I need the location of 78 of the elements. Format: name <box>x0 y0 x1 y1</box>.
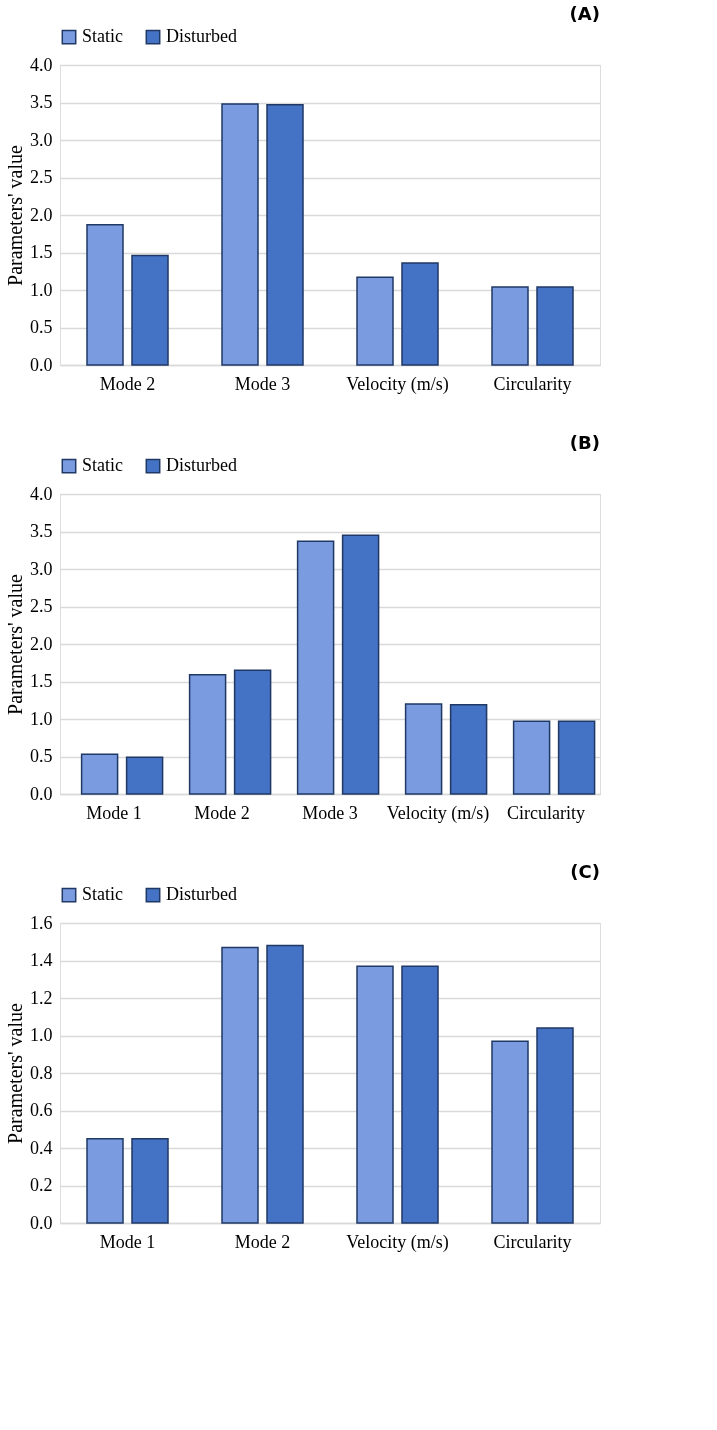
chart-title: (C) <box>570 861 600 882</box>
x-tick-label: Circularity <box>507 802 585 823</box>
y-tick-label: 4.0 <box>30 54 53 75</box>
y-tick-label: 3.5 <box>30 92 53 112</box>
bar <box>557 720 596 795</box>
bar <box>221 946 259 1224</box>
y-tick-label: 0.5 <box>30 317 53 337</box>
y-tick-label: 3.0 <box>30 129 53 150</box>
y-tick-label: 1.5 <box>30 671 53 691</box>
bar <box>266 944 304 1224</box>
x-tick-label: Mode 1 <box>86 802 142 823</box>
bar <box>221 103 259 366</box>
y-tick-label: 1.0 <box>30 279 53 300</box>
bar <box>356 965 394 1224</box>
y-tick-label: 0.8 <box>30 1062 53 1083</box>
bar <box>86 224 124 366</box>
y-tick-label: 1.5 <box>30 242 53 262</box>
y-tick-label: 1.0 <box>30 1025 53 1045</box>
x-tick-label: Circularity <box>493 373 572 394</box>
chart-title: (A) <box>569 3 600 24</box>
y-tick-label: 3.5 <box>30 521 53 541</box>
x-tick-label: Mode 3 <box>234 373 291 394</box>
x-tick-label: Mode 1 <box>99 1231 156 1252</box>
bar <box>536 286 574 366</box>
bar <box>125 756 164 795</box>
x-tick-label: Circularity <box>493 1231 572 1252</box>
bar <box>491 1040 529 1224</box>
bar <box>131 254 169 366</box>
y-tick-label: 1.4 <box>30 950 53 970</box>
y-tick-label: 2.5 <box>30 167 53 187</box>
y-axis-title: Parameters' value <box>4 1003 26 1144</box>
y-tick-label: 0.0 <box>30 783 53 804</box>
y-axis-title: Parameters' value <box>4 574 26 715</box>
legend-label: Static <box>82 884 123 905</box>
bar <box>80 753 119 795</box>
y-tick-label: 0.5 <box>30 746 53 766</box>
bar <box>401 965 439 1224</box>
bar <box>491 286 529 366</box>
x-tick-label: Mode 2 <box>99 373 156 394</box>
y-tick-label: 0.0 <box>30 354 53 375</box>
bar <box>233 669 272 795</box>
bar <box>86 1137 124 1224</box>
y-tick-label: 2.0 <box>30 204 53 225</box>
legend-label: Disturbed <box>166 455 237 476</box>
x-tick-label: Velocity (m/s) <box>346 1231 449 1253</box>
y-tick-label: 0.0 <box>30 1212 53 1233</box>
y-tick-label: 1.6 <box>30 912 53 933</box>
y-tick-label: 0.6 <box>30 1100 53 1120</box>
bar <box>296 540 335 795</box>
y-tick-label: 4.0 <box>30 483 53 504</box>
bar <box>341 534 380 795</box>
bar <box>512 720 551 795</box>
y-tick-label: 1.2 <box>30 987 53 1008</box>
legend-label: Static <box>82 26 123 47</box>
y-axis-title: Parameters' value <box>4 145 26 286</box>
y-tick-label: 1.0 <box>30 708 53 729</box>
bar <box>131 1137 169 1224</box>
y-tick-label: 0.2 <box>30 1175 53 1195</box>
bar <box>449 704 488 795</box>
bar <box>536 1027 574 1224</box>
x-tick-label: Velocity (m/s) <box>346 373 449 395</box>
bar <box>188 674 227 795</box>
x-tick-label: Mode 2 <box>194 802 250 823</box>
bar <box>401 262 439 366</box>
legend-label: Disturbed <box>166 884 237 905</box>
legend-label: Static <box>82 455 123 476</box>
y-tick-label: 2.0 <box>30 633 53 654</box>
x-tick-label: Mode 3 <box>302 802 358 823</box>
x-tick-label: Mode 2 <box>234 1231 291 1252</box>
y-tick-label: 0.4 <box>30 1137 53 1158</box>
bar <box>356 276 394 366</box>
y-tick-label: 3.0 <box>30 558 53 579</box>
legend-label: Disturbed <box>166 26 237 47</box>
bar <box>266 104 304 366</box>
chart-title: (B) <box>569 432 600 453</box>
bar <box>404 703 443 795</box>
x-tick-label: Velocity (m/s) <box>386 802 490 824</box>
y-tick-label: 2.5 <box>30 596 53 616</box>
